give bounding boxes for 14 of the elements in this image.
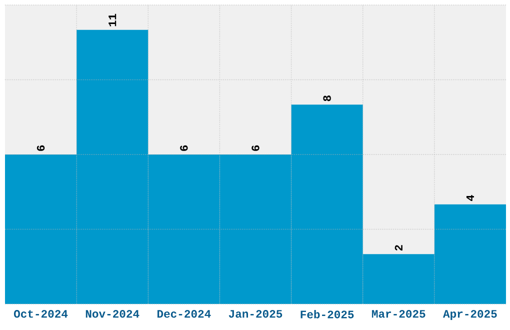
x-tick-label: Jan-2025	[228, 310, 282, 318]
data-label: 11	[108, 14, 116, 26]
x-tick-label: Apr-2025	[443, 310, 497, 320]
data-label: 2	[394, 245, 402, 251]
data-label: 8	[323, 96, 331, 102]
x-tick-label: Dec-2024	[157, 310, 211, 318]
x-tick-label: Feb-2025	[300, 310, 354, 318]
data-label: 6	[252, 145, 260, 151]
data-label: 6	[36, 145, 45, 151]
data-label: 6	[180, 145, 188, 151]
x-tick-label: Mar-2025	[372, 310, 426, 318]
x-tick-label: Oct-2024	[14, 310, 68, 318]
x-tick-label: Nov-2024	[86, 310, 140, 318]
data-label: 4	[466, 194, 474, 202]
